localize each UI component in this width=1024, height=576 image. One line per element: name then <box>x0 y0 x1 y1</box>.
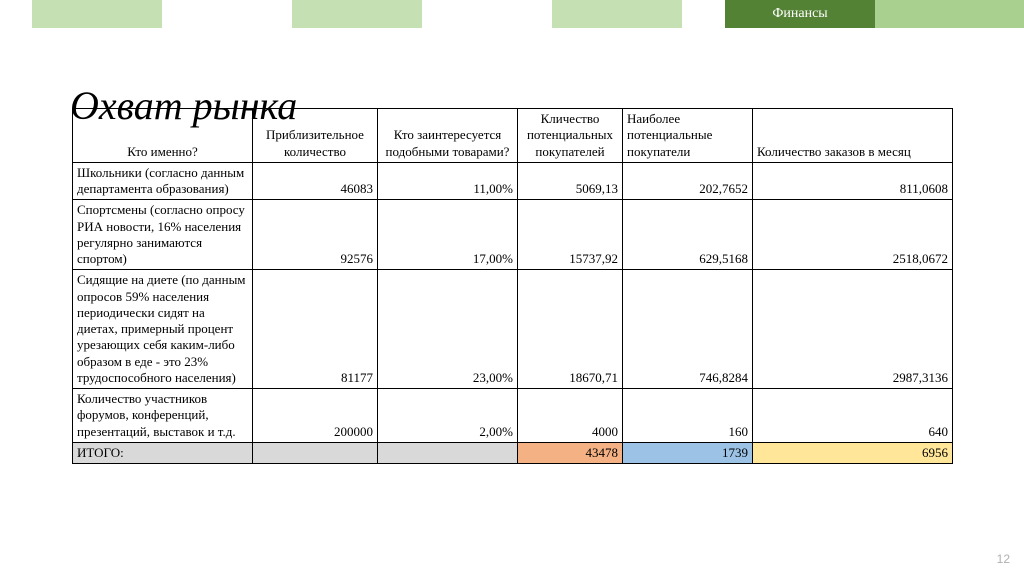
table-cell: 811,0608 <box>753 162 953 200</box>
total-cell <box>378 442 518 463</box>
header-row: Кто именно?Приблизительное количествоКто… <box>73 109 953 163</box>
table-cell: Школьники (согласно данным департамента … <box>73 162 253 200</box>
table-cell: 46083 <box>253 162 378 200</box>
table-cell: 5069,13 <box>518 162 623 200</box>
table-cell: Сидящие на диете (по данным опросов 59% … <box>73 270 253 389</box>
col-header: Наиболее потенциальные покупатели <box>623 109 753 163</box>
table-cell: 2987,3136 <box>753 270 953 389</box>
table-cell: 18670,71 <box>518 270 623 389</box>
table-cell: 17,00% <box>378 200 518 270</box>
total-row: ИТОГО: 4347817396956 <box>73 442 953 463</box>
table-cell: 11,00% <box>378 162 518 200</box>
col-header: Количество заказов в месяц <box>753 109 953 163</box>
ribbon-segment <box>682 0 725 28</box>
table-cell: 15737,92 <box>518 200 623 270</box>
ribbon-tab-finance[interactable]: Финансы <box>725 0 875 28</box>
table-cell: 2518,0672 <box>753 200 953 270</box>
table-cell: 629,5168 <box>623 200 753 270</box>
ribbon-segment <box>0 0 32 28</box>
total-cell <box>253 442 378 463</box>
col-header: Кличество потенциальных покупателей <box>518 109 623 163</box>
table-cell: Спортсмены (согласно опросу РИА новости,… <box>73 200 253 270</box>
page-number: 12 <box>997 552 1010 566</box>
table-cell: 23,00% <box>378 270 518 389</box>
table-cell: Количество участников форумов, конференц… <box>73 389 253 443</box>
table-cell: 2,00% <box>378 389 518 443</box>
col-header: Кто заинтересуется подобными товарами? <box>378 109 518 163</box>
table-body: Школьники (согласно данным департамента … <box>73 162 953 463</box>
table-row: Количество участников форумов, конференц… <box>73 389 953 443</box>
table-cell: 202,7652 <box>623 162 753 200</box>
market-table-wrap: Кто именно?Приблизительное количествоКто… <box>72 108 952 464</box>
ribbon-segment <box>875 0 1024 28</box>
total-cell: 6956 <box>753 442 953 463</box>
table-cell: 160 <box>623 389 753 443</box>
table-cell: 92576 <box>253 200 378 270</box>
total-cell: 1739 <box>623 442 753 463</box>
table-cell: 640 <box>753 389 953 443</box>
table-row: Сидящие на диете (по данным опросов 59% … <box>73 270 953 389</box>
ribbon-segment <box>292 0 422 28</box>
table-cell: 4000 <box>518 389 623 443</box>
table-row: Спортсмены (согласно опросу РИА новости,… <box>73 200 953 270</box>
table-cell: 81177 <box>253 270 378 389</box>
ribbon-segment <box>32 0 162 28</box>
top-ribbon: Финансы <box>0 0 1024 28</box>
ribbon-segment <box>162 0 292 28</box>
table-cell: 200000 <box>253 389 378 443</box>
total-label: ИТОГО: <box>73 442 253 463</box>
market-table: Кто именно?Приблизительное количествоКто… <box>72 108 953 464</box>
ribbon-segment <box>552 0 682 28</box>
total-cell: 43478 <box>518 442 623 463</box>
col-header: Приблизительное количество <box>253 109 378 163</box>
table-row: Школьники (согласно данным департамента … <box>73 162 953 200</box>
table-cell: 746,8284 <box>623 270 753 389</box>
col-header: Кто именно? <box>73 109 253 163</box>
ribbon-segment <box>422 0 552 28</box>
